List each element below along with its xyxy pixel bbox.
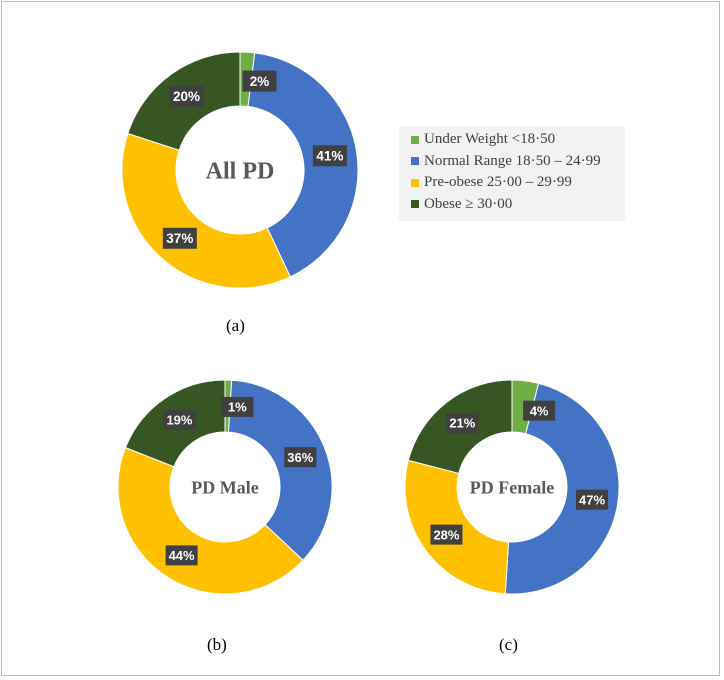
data-label-male-normal: 36% [284, 447, 317, 468]
slice-male-normal [227, 379, 333, 561]
slice-all-normal [247, 52, 359, 278]
data-label-text-all-normal: 41% [316, 149, 343, 164]
data-label-text-all-preobese: 37% [166, 231, 193, 246]
data-label-text-female-normal: 47% [579, 492, 605, 507]
data-label-all-underweight: 2% [242, 70, 277, 92]
donut-hole-female [457, 432, 567, 542]
data-label-box-female-preobese [430, 524, 463, 545]
donut-male: PD Male 1% 36% 44% 19% [117, 379, 333, 595]
data-label-text-male-normal: 36% [287, 450, 313, 465]
data-label-box-male-preobese [165, 545, 198, 566]
legend-swatch-obese [411, 200, 419, 209]
data-label-female-underweight: 4% [523, 400, 556, 421]
data-label-all-obese: 20% [169, 85, 204, 107]
data-label-text-female-underweight: 4% [530, 403, 549, 418]
legend-swatch-normal [411, 157, 419, 166]
data-label-box-all-preobese [162, 227, 197, 249]
data-label-box-all-underweight [242, 70, 277, 92]
data-label-box-male-underweight [221, 396, 254, 417]
donut-title-male: PD Male [191, 477, 258, 497]
caption-a: (a) [226, 316, 245, 335]
donut-title-female: PD Female [470, 477, 554, 497]
data-label-box-female-normal [576, 489, 609, 510]
data-label-all-preobese: 37% [162, 227, 197, 249]
data-label-text-male-preobese: 44% [169, 548, 195, 563]
data-label-text-all-obese: 20% [173, 89, 200, 104]
legend-label-normal: Normal Range 18·50 – 24·99 [424, 152, 601, 169]
data-label-male-obese: 19% [163, 410, 196, 431]
data-label-box-female-underweight [523, 400, 556, 421]
donut-all: All PD 2% 41% 37% 20% [121, 51, 359, 289]
donut-hole-all [176, 106, 304, 234]
data-label-female-preobese: 28% [430, 524, 463, 545]
slice-male-preobese [117, 446, 304, 595]
data-label-all-normal: 41% [312, 145, 347, 167]
legend-item-underweight: Under Weight <18·50 [411, 129, 625, 151]
data-label-box-female-obese [446, 412, 479, 433]
legend-swatch-underweight [411, 135, 419, 144]
data-label-text-male-obese: 19% [166, 413, 192, 428]
donut-female: PD Female 4% 47% 28% 21% [404, 379, 620, 595]
legend-label-obese: Obese ≥ 30·00 [424, 195, 513, 212]
data-label-female-obese: 21% [446, 412, 479, 433]
legend-item-normal: Normal Range 18·50 – 24·99 [411, 151, 625, 173]
data-label-box-all-normal [312, 145, 347, 167]
legend-item-obese: Obese ≥ 30·00 [411, 194, 625, 216]
data-label-text-male-underweight: 1% [228, 400, 247, 415]
caption-b: (b) [207, 635, 227, 654]
data-label-text-all-underweight: 2% [250, 74, 270, 89]
legend-item-preobese: Pre-obese 25·00 – 29·99 [411, 172, 625, 194]
data-label-box-male-normal [284, 447, 317, 468]
data-label-text-female-preobese: 28% [433, 527, 459, 542]
caption-c: (c) [499, 635, 518, 654]
donut-title-all: All PD [206, 158, 275, 184]
donut-hole-male [170, 432, 280, 542]
slice-female-normal [504, 382, 620, 595]
legend-label-underweight: Under Weight <18·50 [424, 131, 556, 148]
data-label-box-all-obese [169, 85, 204, 107]
slice-all-preobese [121, 132, 291, 289]
data-label-box-male-obese [163, 410, 196, 431]
legend: Under Weight <18·50 Normal Range 18·50 –… [399, 126, 625, 221]
data-label-text-female-obese: 21% [449, 416, 475, 431]
data-label-male-underweight: 1% [221, 396, 254, 417]
data-label-male-preobese: 44% [165, 545, 198, 566]
legend-label-preobese: Pre-obese 25·00 – 29·99 [424, 174, 572, 191]
data-label-female-normal: 47% [576, 489, 609, 510]
legend-swatch-preobese [411, 178, 419, 187]
